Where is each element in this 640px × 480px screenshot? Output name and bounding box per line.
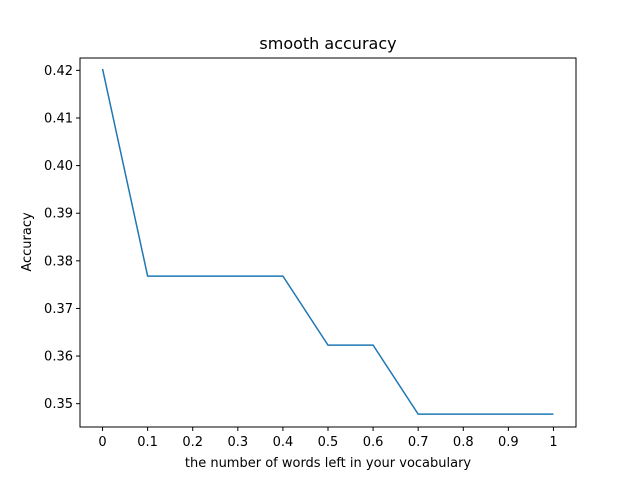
- x-tick-label: 0.3: [227, 435, 248, 450]
- x-tick-label: 0.7: [408, 435, 429, 450]
- x-tick-label: 0.2: [182, 435, 203, 450]
- y-tick-label: 0.37: [44, 302, 73, 317]
- y-tick-label: 0.39: [44, 207, 73, 222]
- x-tick-label: 0: [98, 435, 106, 450]
- x-tick-label: 1: [549, 435, 557, 450]
- plot-area: 0 0.1 0.2 0.3 0.4 0.5 0.6 0.7 0.8 0.9 1 0.350.360.…: [44, 57, 577, 450]
- y-tick-label: 0.36: [44, 350, 73, 365]
- y-tick-label: 0.35: [44, 397, 73, 412]
- accuracy-series-line: [101, 68, 554, 415]
- y-tick-label: 0.41: [44, 111, 73, 126]
- x-tick-label: 0.8: [453, 435, 474, 450]
- y-tick-label: 0.38: [44, 254, 73, 269]
- x-axis: 0 0.1 0.2 0.3 0.4 0.5 0.6 0.7 0.8 0.9 1: [98, 427, 558, 450]
- plot-frame: [79, 57, 577, 428]
- x-tick-label: 0.5: [318, 435, 339, 450]
- y-axis-label: Accuracy: [20, 212, 35, 272]
- y-tick-label: 0.40: [44, 159, 73, 174]
- x-axis-label: the number of words left in your vocabul…: [185, 456, 472, 471]
- x-tick-label: 0.6: [363, 435, 384, 450]
- y-tick-label: 0.42: [44, 64, 73, 79]
- x-tick-label: 0.4: [273, 435, 294, 450]
- x-tick-label: 0.9: [498, 435, 519, 450]
- chart-title: smooth accuracy: [259, 34, 396, 53]
- y-axis: 0.35 0.36 0.37 0.38 0.39 0.40 0.41 0.42: [44, 64, 80, 412]
- x-tick-label: 0.1: [137, 435, 158, 450]
